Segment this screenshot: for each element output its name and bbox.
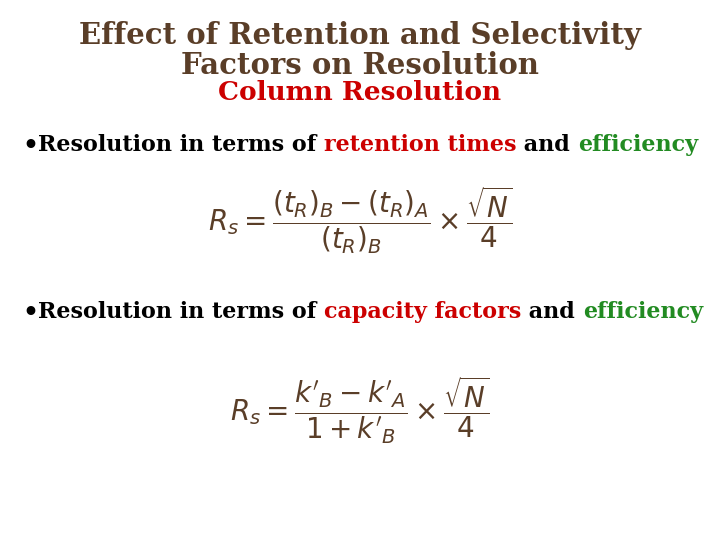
Text: Effect of Retention and Selectivity: Effect of Retention and Selectivity	[79, 21, 641, 50]
Text: •: •	[22, 133, 38, 157]
Text: Resolution in terms of: Resolution in terms of	[38, 301, 324, 323]
Text: and: and	[521, 301, 582, 323]
Text: capacity factors: capacity factors	[324, 301, 521, 323]
Text: and: and	[516, 134, 578, 156]
Text: Column Resolution: Column Resolution	[218, 79, 502, 105]
Text: $R_s = \dfrac{(t_R)_B - (t_R)_A}{(t_R)_B} \times \dfrac{\sqrt{N}}{4}$: $R_s = \dfrac{(t_R)_B - (t_R)_A}{(t_R)_B…	[208, 185, 512, 255]
Text: $R_s = \dfrac{k'_B - k'_A}{1 + k'_B} \times \dfrac{\sqrt{N}}{4}$: $R_s = \dfrac{k'_B - k'_A}{1 + k'_B} \ti…	[230, 374, 490, 446]
Text: Resolution in terms of: Resolution in terms of	[38, 134, 324, 156]
Text: retention times: retention times	[324, 134, 516, 156]
Text: efficiency: efficiency	[578, 134, 698, 156]
Text: Factors on Resolution: Factors on Resolution	[181, 51, 539, 79]
Text: efficiency: efficiency	[582, 301, 703, 323]
Text: •: •	[22, 300, 38, 324]
